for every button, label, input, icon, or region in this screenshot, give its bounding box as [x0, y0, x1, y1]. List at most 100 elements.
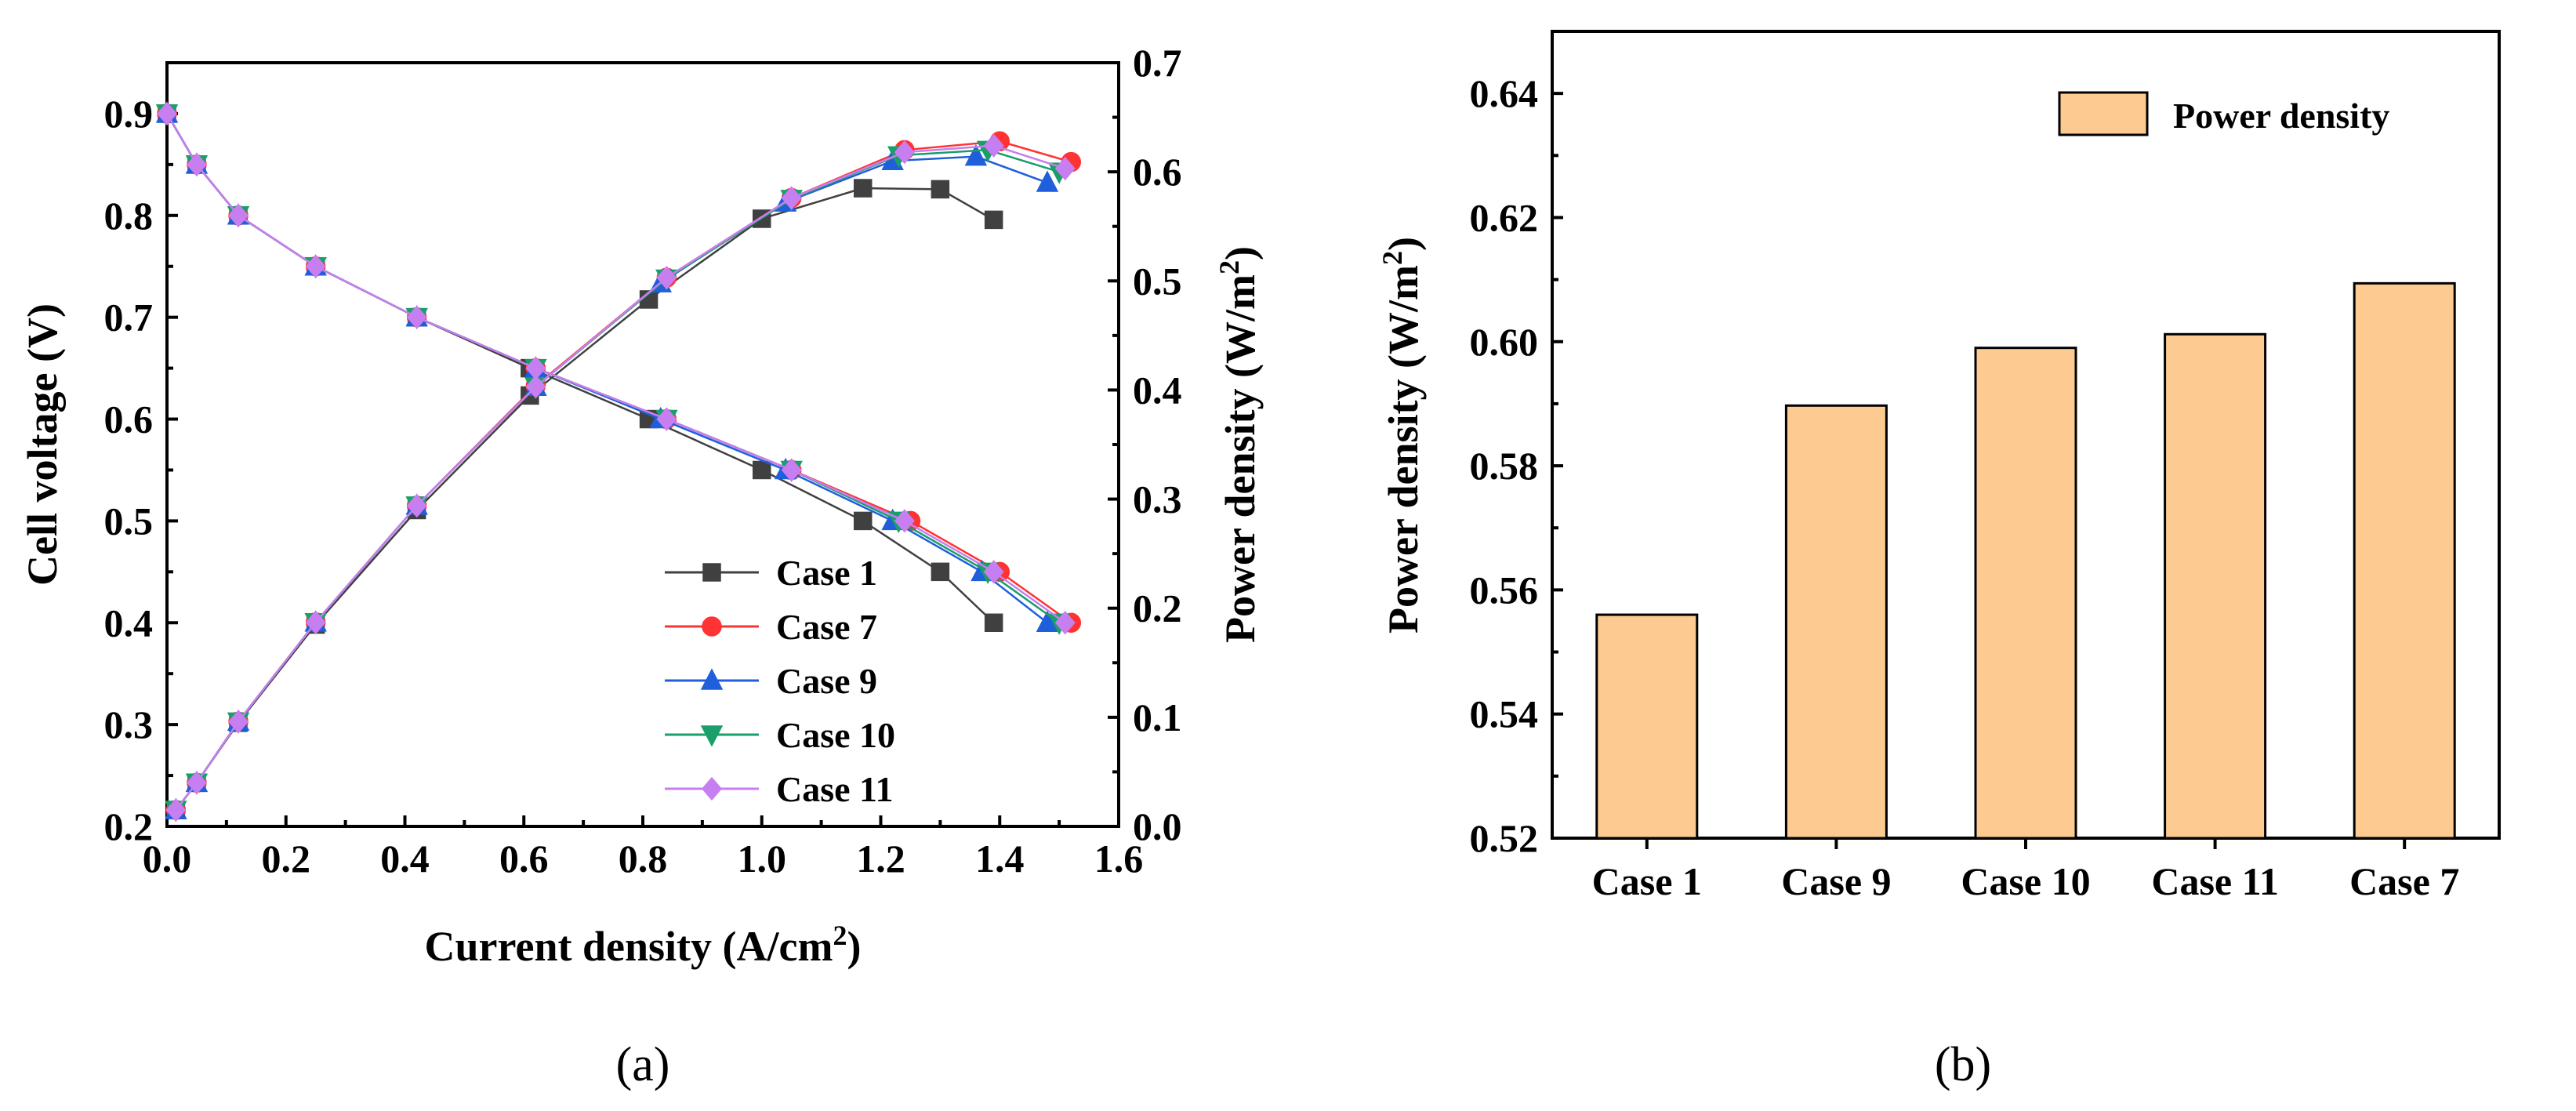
series-case-11-voltage-point: [186, 152, 207, 177]
legend-item-case-7: Case 7: [665, 607, 877, 647]
legend-marker-case-7: [702, 616, 722, 637]
chart-a-y-tick-label: 0.8: [104, 194, 154, 238]
series-case-1: [158, 104, 1003, 819]
legend-label-case-11: Case 11: [776, 769, 894, 809]
chart-a-y2-tick-label: 0.3: [1133, 477, 1182, 521]
series-case-11-voltage-point: [781, 458, 802, 482]
chart-a-x-tick-label: 0.4: [380, 837, 430, 880]
series-case-10-power-line: [175, 149, 1060, 811]
chart-a-y-axis: 0.2 0.3 0.4 0.5 0.6 0.7 0.8 0.9: [104, 61, 178, 848]
chart-b-x-tick-label: Case 11: [2151, 859, 2279, 903]
chart-a-x-tick-label: 0.8: [619, 837, 668, 880]
chart-b-y-axis: 0.52 0.54 0.56 0.58 0.60 0.62 0.64: [1470, 30, 1563, 860]
bar-case-9: [1784, 404, 1888, 840]
chart-b-y-axis-title: Power density (W/m2): [1377, 237, 1427, 634]
chart-a-x-axis-title-sup: 2: [833, 920, 847, 951]
series-case-11-power-point: [1054, 156, 1076, 181]
series-case-9-voltage-line: [165, 113, 1048, 624]
series-case-9-power-point: [1036, 170, 1059, 192]
legend-marker-case-9: [700, 668, 724, 690]
chart-b-y-axis-title-sup: 2: [1377, 251, 1408, 265]
legend-marker-case-10: [700, 725, 724, 747]
chart-b-y-tick-label: 0.54: [1470, 692, 1539, 736]
chart-b-x-tick-label: Case 10: [1961, 859, 2090, 903]
chart-a-x-axis-title: Current density (A/cm2): [425, 920, 862, 970]
series-case-1-power-point: [853, 179, 873, 198]
chart-a-series: [155, 101, 1082, 822]
series-case-1-voltage-point: [853, 511, 873, 531]
chart-a-legend: Case 1 Case 7 Case 9 Case 10 Case 11: [665, 553, 895, 809]
series-case-11-power-point: [894, 140, 915, 165]
series-case-11-power-point: [186, 771, 207, 795]
chart-b-y-tick-label: 0.64: [1470, 71, 1539, 115]
series-case-11-voltage-point: [228, 203, 249, 227]
series-case-11-power-point: [228, 710, 249, 734]
chart-a-x-tick-label: 0.0: [143, 837, 192, 880]
chart-b-legend-label: Power density: [2173, 96, 2389, 136]
chart-a-y-tick-label: 0.7: [104, 296, 154, 339]
series-case-11-power-line: [175, 144, 1066, 811]
chart-b-y-tick-label: 0.62: [1470, 195, 1539, 239]
chart-a-y2-tick-label: 0.6: [1133, 150, 1182, 194]
chart-a-y2-axis: 0.0 0.1 0.2 0.3 0.4 0.5 0.6 0.7: [1108, 41, 1182, 848]
chart-a-x-tick-label: 1.6: [1094, 837, 1144, 880]
series-case-9-power-point: [964, 144, 988, 166]
chart-b-legend: Power density: [2058, 91, 2389, 136]
chart-a-y-tick-label: 0.2: [104, 804, 154, 848]
caption-a: (a): [616, 1038, 670, 1091]
series-case-10: [155, 104, 1071, 822]
chart-a-y-tick-label: 0.5: [104, 499, 154, 543]
legend-item-case-9: Case 9: [665, 661, 877, 701]
legend-marker-case-11: [702, 776, 722, 801]
chart-a-y2-tick-label: 0.2: [1133, 586, 1182, 630]
chart-a-y-tick-label: 0.4: [104, 601, 154, 644]
chart-a-y2-tick-label: 0.4: [1133, 368, 1182, 412]
chart-a-y2-tick-label: 0.5: [1133, 259, 1182, 303]
chart-a-y-tick-label: 0.9: [104, 92, 154, 136]
series-case-11: [157, 101, 1076, 822]
legend-label-case-7: Case 7: [776, 607, 877, 647]
series-case-1-power-point: [931, 180, 950, 199]
chart-b-x-tick-label: Case 1: [1592, 859, 1702, 903]
series-case-11-voltage-point: [656, 407, 677, 431]
chart-a-y-axis-title: Cell voltage (V): [19, 303, 66, 586]
chart-a-y-tick-label: 0.3: [104, 703, 154, 746]
chart-a-y2-axis-title-sup: 2: [1214, 260, 1245, 274]
series-case-11-power-point: [305, 610, 326, 634]
chart-b-y-tick-label: 0.60: [1470, 320, 1539, 364]
legend-label-case-10: Case 10: [776, 715, 895, 755]
series-case-7-power-line: [175, 140, 1072, 811]
series-case-11-power-point: [781, 186, 802, 210]
bar-case-10: [1974, 347, 2077, 840]
chart-a-y2-axis-title-end: ): [1217, 246, 1264, 260]
chart-b-x-axis: Case 1 Case 9 Case 10 Case 11 Case 7: [1592, 838, 2459, 903]
series-case-1-voltage-point: [984, 613, 1003, 633]
chart-b-bars: [1595, 281, 2456, 840]
series-case-11-voltage-point: [894, 509, 915, 533]
chart-b-x-tick-label: Case 9: [1781, 859, 1891, 903]
series-case-11-power-point: [406, 493, 427, 518]
series-case-11-voltage-point: [983, 560, 1004, 584]
chart-b-y-tick-label: 0.58: [1470, 444, 1539, 488]
chart-a-y-tick-label: 0.6: [104, 398, 154, 441]
series-case-11-voltage-point: [406, 305, 427, 329]
bar-case-7: [2353, 281, 2456, 840]
legend-item-case-11: Case 11: [665, 769, 894, 809]
series-case-11-power-point: [165, 797, 187, 822]
series-case-1-voltage-point: [931, 562, 950, 582]
series-case-11-voltage-point: [1054, 611, 1076, 635]
chart-a-y2-tick-label: 0.1: [1133, 695, 1182, 739]
chart-b-legend-swatch: [2058, 91, 2149, 136]
series-case-1-voltage-point: [753, 460, 771, 480]
series-case-11-power-point: [983, 133, 1004, 158]
chart-a-x-axis: 0.0 0.2 0.4 0.6 0.8 1.0 1.2 1.4 1.6: [143, 815, 1144, 880]
chart-b-x-tick-label: Case 7: [2349, 859, 2459, 903]
series-case-9: [155, 101, 1059, 819]
legend-label-case-1: Case 1: [776, 553, 877, 593]
chart-a-x-tick-label: 0.6: [499, 837, 549, 880]
chart-a-x-axis-title-end: ): [847, 923, 861, 970]
chart-b: 0.520.540.560.580.600.620.64 Case 1 Case …: [1377, 30, 2501, 903]
chart-a-x-tick-label: 1.0: [738, 837, 787, 880]
series-case-1-power-point: [984, 210, 1003, 230]
